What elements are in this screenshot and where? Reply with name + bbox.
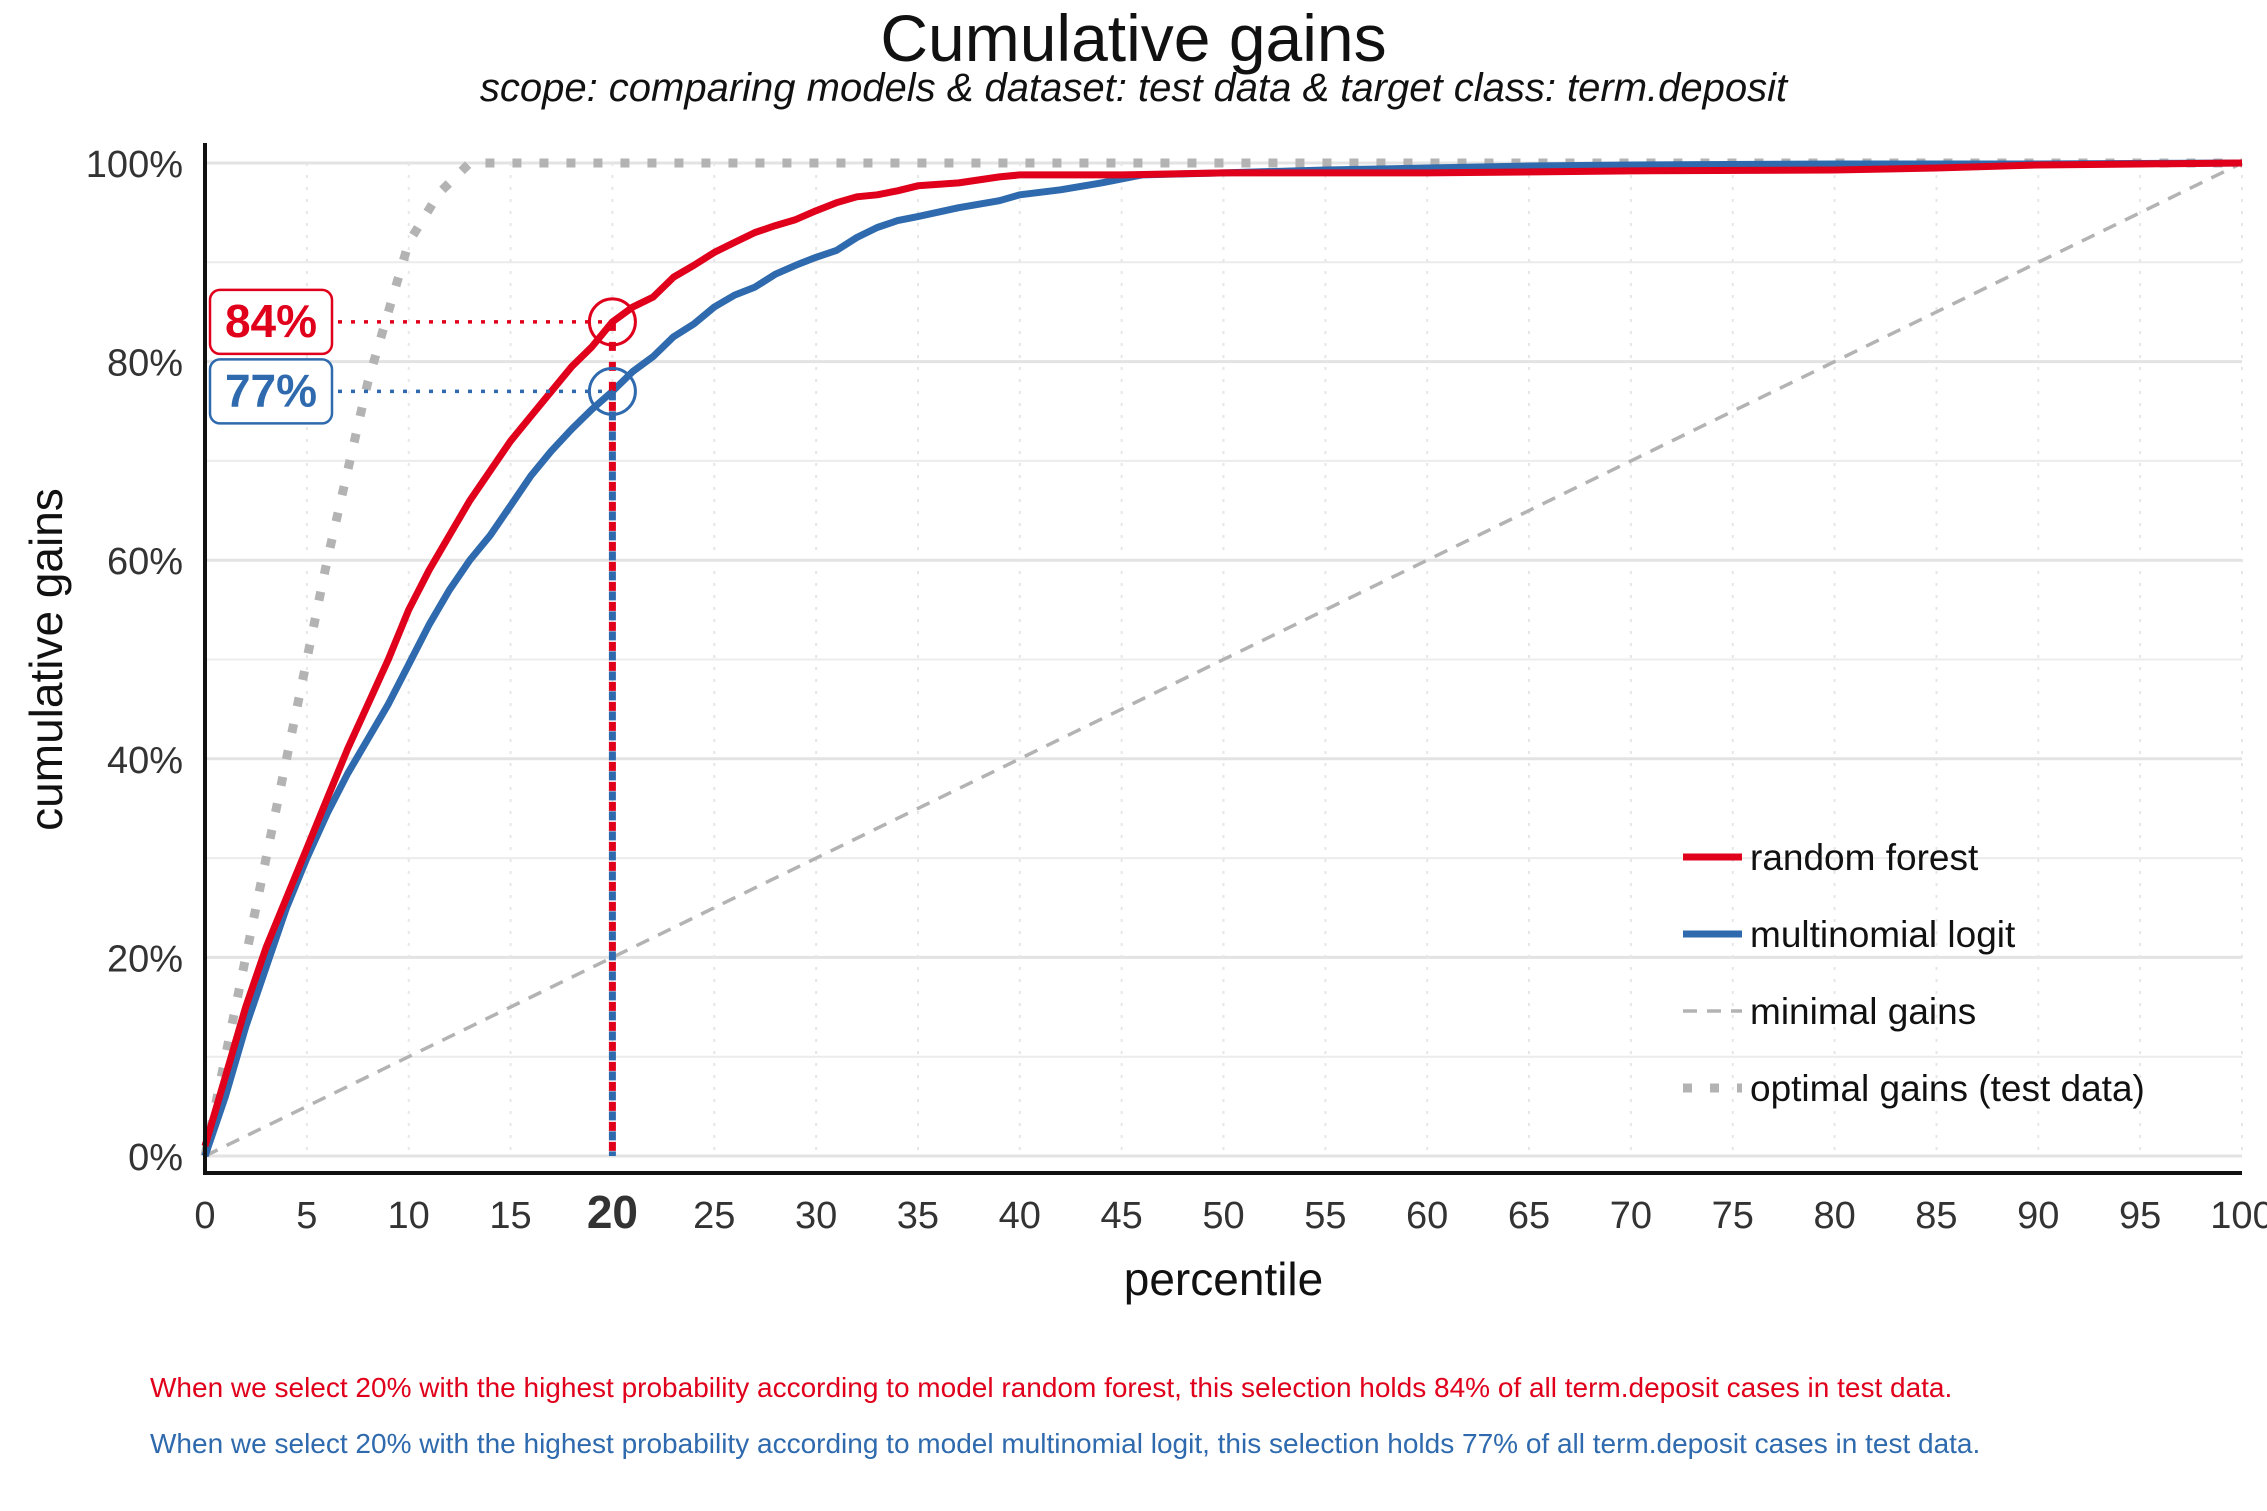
legend-label: multinomial logit (1750, 914, 2016, 955)
chart-title: Cumulative gains (880, 1, 1387, 75)
highlight-circle (587, 297, 637, 347)
y-tick-label: 100% (86, 144, 183, 186)
series-lines (201, 159, 2243, 1158)
x-tick-label: 55 (1304, 1195, 1346, 1237)
highlight-guides: 84%77% (208, 288, 637, 1156)
axes (203, 143, 2242, 1175)
value-label: 84% (225, 295, 317, 347)
legend-label: minimal gains (1750, 991, 1976, 1032)
x-tick-label: 30 (795, 1195, 837, 1237)
grid (204, 161, 2243, 1158)
y-tick-label: 0% (128, 1137, 183, 1179)
x-tick-label: 60 (1406, 1195, 1448, 1237)
x-tick-label: 90 (2017, 1195, 2059, 1237)
value-label: 77% (225, 364, 317, 416)
value-label-box (208, 358, 334, 425)
y-tick-label: 40% (107, 740, 183, 782)
x-tick-label: 25 (693, 1195, 735, 1237)
x-tick-label: 65 (1508, 1195, 1550, 1237)
x-tick-label: 75 (1712, 1195, 1754, 1237)
x-tick-label: 20 (587, 1186, 638, 1238)
note-random-forest: When we select 20% with the highest prob… (150, 1372, 1953, 1403)
y-tick-label: 80% (107, 343, 183, 385)
legend-label: optimal gains (test data) (1750, 1068, 2145, 1109)
cumulative-gains-chart: 84%77% 0%20%40%60%80%100%0 5 10 15 20 25 30 35 4… (20, 143, 2267, 1305)
x-tick-label: 50 (1202, 1195, 1244, 1237)
x-tick-label: 45 (1101, 1195, 1143, 1237)
random-forest-line (201, 159, 2243, 1148)
x-tick-label: 40 (999, 1195, 1041, 1237)
value-label-box (208, 288, 334, 356)
legend-label: random forest (1750, 837, 1979, 878)
x-tick-label: 10 (388, 1195, 430, 1237)
x-tick-label: 85 (1915, 1195, 1957, 1237)
chart-subtitle: scope: comparing models & dataset: test … (479, 66, 1788, 110)
legend: random forest multinomial logit minimal ga… (1683, 837, 2145, 1109)
x-tick-label: 5 (296, 1195, 317, 1237)
x-tick-label: 100 (2210, 1195, 2267, 1237)
reference-lines (200, 158, 2243, 1158)
highlight-circle (587, 366, 637, 416)
axis-labels: 0% 20% 40% 60% 80% 100% 0 5 10 15 20 25 30 35 40 45 50 55… (20, 144, 2267, 1305)
x-tick-label: 80 (1813, 1195, 1855, 1237)
y-tick-label: 60% (107, 541, 183, 583)
x-tick-label: 15 (489, 1195, 531, 1237)
x-tick-label: 0 (194, 1195, 215, 1237)
y-axis-label: cumulative gains (20, 488, 72, 831)
minimal-gains-line (204, 161, 2243, 1158)
note-multinomial-logit: When we select 20% with the highest prob… (150, 1428, 1981, 1459)
y-tick-label: 20% (107, 938, 183, 980)
x-axis-label: percentile (1124, 1253, 1323, 1305)
x-tick-label: 70 (1610, 1195, 1652, 1237)
x-tick-label: 35 (897, 1195, 939, 1237)
x-tick-label: 95 (2119, 1195, 2161, 1237)
